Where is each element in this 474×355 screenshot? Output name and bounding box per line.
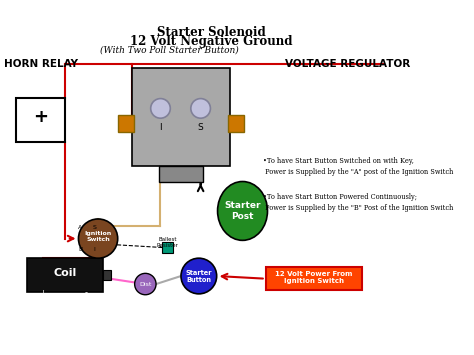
- Bar: [132, 68, 230, 166]
- Text: 12 Volt Power From
Ignition Switch: 12 Volt Power From Ignition Switch: [275, 271, 353, 284]
- Text: S: S: [198, 123, 203, 132]
- Bar: [266, 267, 362, 290]
- Circle shape: [181, 258, 217, 294]
- Text: B: B: [78, 247, 82, 252]
- Text: Starter
Button: Starter Button: [186, 269, 212, 283]
- Circle shape: [135, 273, 156, 295]
- Bar: [162, 242, 173, 253]
- Text: Ballest
Resister: Ballest Resister: [157, 237, 179, 247]
- Bar: [27, 258, 102, 292]
- Text: HORN RELAY: HORN RELAY: [4, 59, 79, 69]
- Text: Dist: Dist: [139, 282, 152, 286]
- Text: +: +: [39, 289, 46, 297]
- Circle shape: [191, 99, 210, 118]
- Text: Coil: Coil: [53, 268, 76, 278]
- Bar: [228, 115, 244, 132]
- Text: S: S: [92, 225, 96, 230]
- Text: 12 Volt Negative Ground: 12 Volt Negative Ground: [130, 35, 292, 48]
- Text: I: I: [159, 123, 162, 132]
- Text: VOLTAGE REGULATOR: VOLTAGE REGULATOR: [285, 59, 410, 69]
- Circle shape: [151, 99, 170, 118]
- Text: •To have Start Button Powered Continuously;
 Power is Supplied by the "B" Post o: •To have Start Button Powered Continuous…: [263, 193, 454, 212]
- Bar: [159, 166, 203, 182]
- Bar: [16, 98, 65, 142]
- Text: (With Two Poll Starter Button): (With Two Poll Starter Button): [100, 46, 239, 55]
- Text: Starter
Post: Starter Post: [224, 201, 261, 221]
- Text: •To have Start Button Switched on with Key,
 Power is Supplied by the "A" post o: •To have Start Button Switched on with K…: [263, 157, 454, 176]
- Text: -: -: [85, 289, 88, 297]
- Text: Starter Solenoid: Starter Solenoid: [157, 26, 266, 39]
- Text: A: A: [78, 225, 82, 230]
- Bar: [102, 270, 111, 280]
- Ellipse shape: [218, 181, 267, 240]
- Bar: [118, 115, 134, 132]
- Text: I: I: [93, 247, 95, 252]
- Text: +: +: [33, 108, 48, 126]
- Circle shape: [79, 219, 118, 258]
- Text: Ignition
Switch: Ignition Switch: [84, 231, 112, 242]
